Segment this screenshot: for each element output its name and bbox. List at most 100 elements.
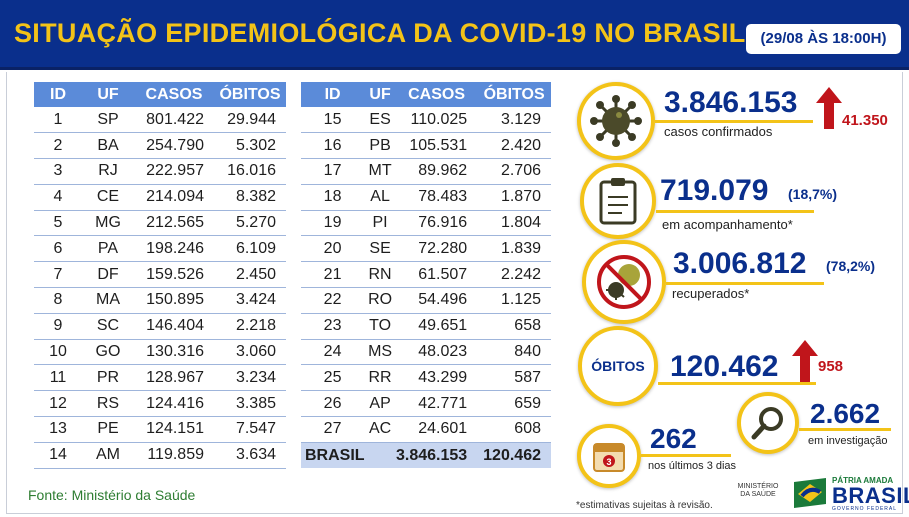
monitoring-pct: (18,7%) [788, 186, 838, 202]
cell-uf: SE [364, 235, 396, 263]
cell-uf: CE [82, 184, 134, 211]
cell-obitos: 5.270 [214, 210, 286, 237]
confirmed-delta: 41.350 [842, 112, 888, 129]
cell-casos: 124.151 [134, 416, 214, 443]
cell-casos: 76.916 [395, 210, 478, 237]
cell-uf: RJ [82, 158, 134, 185]
confirmed-label: casos confirmados [664, 124, 773, 139]
cell-casos: 254.790 [134, 132, 214, 160]
cell-obitos: 3.129 [477, 107, 551, 134]
total-label: BRASIL [301, 442, 396, 469]
header-uf: UF [364, 82, 396, 107]
table-row: 12 RS 124.416 3.385 [34, 390, 286, 418]
cell-obitos: 3.234 [214, 364, 286, 392]
cell-casos: 222.957 [134, 158, 214, 185]
cell-id: 19 [301, 210, 365, 237]
recovered-label: recuperados* [672, 286, 750, 301]
source-text: Fonte: Ministério da Saúde [28, 487, 196, 503]
cell-casos: 110.025 [395, 107, 478, 134]
cell-uf: RO [364, 287, 396, 314]
cell-id: 25 [301, 364, 365, 392]
cell-uf: PR [82, 364, 134, 392]
cell-casos: 159.526 [134, 261, 214, 289]
header-obitos: ÓBITOS [477, 82, 551, 107]
gov-flag-icon [794, 478, 826, 508]
table-row: 19 PI 76.916 1.804 [301, 210, 551, 237]
clipboard-icon [599, 178, 637, 225]
cell-id: 6 [34, 235, 82, 263]
cell-id: 24 [301, 339, 365, 366]
table-row: 17 MT 89.962 2.706 [301, 158, 551, 185]
cell-casos: 43.299 [395, 364, 478, 392]
cell-casos: 54.496 [395, 287, 478, 314]
cell-casos: 61.507 [395, 261, 478, 289]
cell-uf: DF [82, 261, 134, 289]
magnifier-icon [751, 407, 783, 440]
cell-id: 20 [301, 235, 365, 263]
table-row: 3 RJ 222.957 16.016 [34, 158, 286, 185]
state-table-right: ID UF CASOS ÓBITOS 15 ES 110.025 3.129 16 PB 1… [301, 82, 551, 469]
cell-id: 5 [34, 210, 82, 237]
cell-id: 3 [34, 158, 82, 185]
investigation-label: em investigação [808, 435, 888, 447]
table-row: 22 RO 54.496 1.125 [301, 287, 551, 314]
header-obitos: ÓBITOS [214, 82, 286, 107]
gov-logo-top: PÁTRIA AMADA [832, 476, 894, 485]
cell-id: 4 [34, 184, 82, 211]
header-bar: SITUAÇÃO EPIDEMIOLÓGICA DA COVID-19 NO B… [0, 0, 909, 70]
cell-obitos: 3.385 [214, 390, 286, 418]
cell-casos: 78.483 [395, 184, 478, 211]
cell-casos: 49.651 [395, 313, 478, 340]
cell-uf: PA [82, 235, 134, 263]
table-row: 23 TO 49.651 658 [301, 313, 551, 340]
header-casos: CASOS [134, 82, 214, 107]
cell-uf: MA [82, 287, 134, 314]
cell-id: 21 [301, 261, 365, 289]
table-row: 14 AM 119.859 3.634 [34, 442, 286, 469]
table-row: 13 PE 124.151 7.547 [34, 416, 286, 443]
cell-uf: GO [82, 339, 134, 366]
cell-obitos: 587 [477, 364, 551, 392]
table-row: 16 PB 105.531 2.420 [301, 132, 551, 160]
cell-casos: 42.771 [395, 390, 478, 418]
recovered-circle [582, 240, 666, 324]
table-row: 24 MS 48.023 840 [301, 339, 551, 366]
cell-obitos: 1.125 [477, 287, 551, 314]
cell-obitos: 1.870 [477, 184, 551, 211]
monitoring-label: em acompanhamento* [662, 217, 793, 232]
cell-id: 17 [301, 158, 365, 185]
deaths-circle: ÓBITOS [578, 326, 658, 406]
investigation-value: 2.662 [810, 398, 881, 429]
cell-obitos: 8.382 [214, 184, 286, 211]
cell-uf: MS [364, 339, 396, 366]
cell-uf: SC [82, 313, 134, 340]
monitoring-underline [656, 210, 814, 213]
ministry-logo: MINISTÉRIO DA SAÚDE [737, 483, 779, 498]
cell-id: 2 [34, 132, 82, 160]
header-casos: CASOS [395, 82, 478, 107]
cell-uf: MT [364, 158, 396, 185]
cell-casos: 150.895 [134, 287, 214, 314]
cell-uf: PI [364, 210, 396, 237]
confirmed-underline [655, 120, 813, 123]
cell-id: 27 [301, 416, 365, 443]
cell-id: 18 [301, 184, 365, 211]
date-badge: (29/08 ÀS 18:00H) [746, 24, 901, 54]
cell-id: 12 [34, 390, 82, 418]
cell-casos: 198.246 [134, 235, 214, 263]
cell-casos: 119.859 [134, 442, 214, 469]
cell-obitos: 6.109 [214, 235, 286, 263]
page-title: SITUAÇÃO EPIDEMIOLÓGICA DA COVID-19 NO B… [14, 18, 746, 48]
header-id: ID [34, 82, 82, 107]
table-body-right: 15 ES 110.025 3.129 16 PB 105.531 2.420 17 MT 89.9… [301, 107, 551, 443]
cell-casos: 128.967 [134, 364, 214, 392]
table-row: 1 SP 801.422 29.944 [34, 107, 286, 134]
cell-obitos: 2.218 [214, 313, 286, 340]
table-row: 5 MG 212.565 5.270 [34, 210, 286, 237]
cell-obitos: 608 [477, 416, 551, 443]
cell-obitos: 2.242 [477, 261, 551, 289]
cell-obitos: 3.424 [214, 287, 286, 314]
cell-casos: 214.094 [134, 184, 214, 211]
cell-id: 1 [34, 107, 82, 134]
gov-logo-main: BRASIL [832, 483, 909, 508]
